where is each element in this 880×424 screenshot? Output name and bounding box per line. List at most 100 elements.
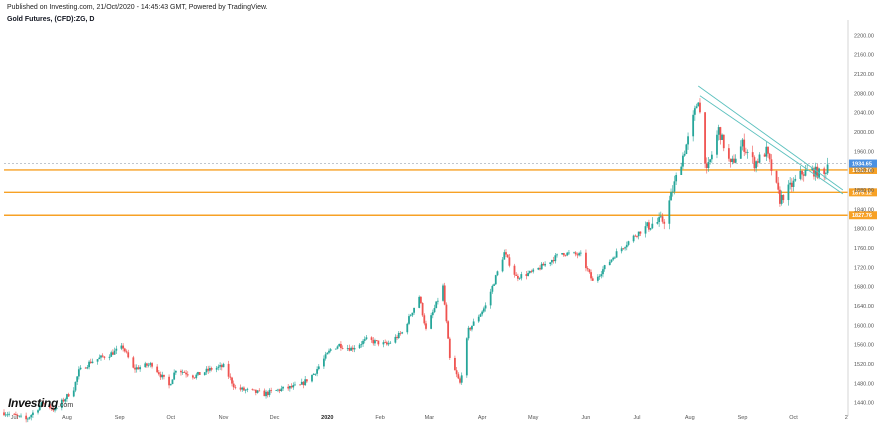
candle-body (123, 348, 126, 352)
candle-body (777, 182, 780, 190)
candle-body (465, 338, 468, 376)
candle-body (493, 284, 495, 286)
candle-body (814, 166, 817, 177)
candle-body (311, 374, 313, 382)
candle-body (77, 369, 80, 377)
candle-body (263, 390, 266, 397)
candle-body (103, 356, 106, 358)
candle-body (683, 154, 686, 156)
candle-body (326, 352, 329, 355)
x-tick-label: Oct (789, 415, 798, 421)
candle-body (180, 370, 182, 373)
candle-body (590, 272, 592, 279)
candle-body (600, 274, 603, 277)
candle-body (161, 374, 164, 378)
candle-body (767, 146, 769, 154)
candle-body (304, 379, 307, 386)
candle-body (615, 251, 618, 258)
y-tick-label: 2040.00 (854, 111, 874, 117)
x-tick-label: Oct (166, 415, 175, 421)
candle-body (779, 189, 781, 204)
candle-body (125, 351, 128, 353)
logo-sub-text: .com (57, 402, 74, 409)
y-tick-label: 1480.00 (854, 381, 874, 387)
candle-body (423, 315, 426, 324)
candle-body (823, 168, 826, 174)
candle-body (186, 374, 189, 376)
published-caption: Published on Investing.com, 21/Oct/2020 … (7, 4, 268, 11)
y-tick-label: 1960.00 (854, 149, 874, 155)
candle-body (100, 355, 102, 358)
candle-body (207, 368, 210, 371)
price-level-tag (849, 188, 877, 197)
candle-body (229, 376, 232, 378)
candle-body (231, 377, 233, 384)
candle-body (704, 112, 706, 164)
candle-body (30, 414, 33, 418)
y-tick-label: 2200.00 (854, 33, 874, 39)
candle-body (278, 389, 281, 392)
candle-body (705, 163, 708, 168)
candle-body (467, 327, 470, 339)
logo-main-text: Investing (8, 396, 58, 410)
candle-body (413, 307, 415, 313)
candle-body (549, 262, 552, 264)
candle-body (113, 350, 116, 355)
candle-body (353, 348, 356, 350)
candle-body (620, 248, 623, 252)
candle-body (137, 367, 140, 370)
candle-body (469, 327, 472, 330)
candle-body (699, 102, 701, 113)
candle-body (695, 106, 698, 109)
candle-body (197, 372, 199, 375)
candle-body (134, 367, 136, 370)
candle-body (234, 387, 237, 389)
candle-body (147, 364, 150, 366)
y-tick-label: 1720.00 (854, 265, 874, 271)
y-tick-label: 2000.00 (854, 130, 874, 136)
candle-body (16, 415, 19, 416)
candle-body (4, 414, 7, 416)
candle-body (552, 260, 555, 262)
candle-body (763, 154, 766, 157)
current-price-tag (849, 159, 877, 168)
candle-body (316, 369, 318, 374)
candle-body (574, 252, 577, 255)
candle-body (243, 387, 245, 391)
candle-body (751, 152, 754, 158)
candle-body (562, 253, 565, 256)
x-tick-label: Aug (62, 415, 72, 421)
candle-body (350, 347, 353, 351)
candle-body (585, 252, 587, 269)
candle-body (756, 161, 759, 163)
candle-body (455, 370, 458, 375)
candle-body (52, 408, 55, 411)
candle-body (49, 403, 51, 409)
candle-body (163, 374, 165, 377)
trendline (699, 95, 844, 195)
candle-body (624, 247, 626, 249)
candle-body (183, 371, 186, 373)
y-tick-label: 1560.00 (854, 343, 874, 349)
candle-body (568, 252, 570, 254)
candle-body (251, 388, 254, 390)
candle-body (539, 267, 541, 270)
candle-body (419, 296, 422, 303)
candle-body (421, 302, 424, 316)
candle-body (28, 417, 31, 419)
candle-body (112, 352, 114, 355)
candle-body (132, 357, 135, 368)
candle-body (411, 312, 414, 316)
candle-body (745, 151, 747, 153)
candle-body (299, 384, 301, 386)
candle-body (8, 413, 11, 415)
x-tick-label: Mar (425, 415, 435, 421)
candle-body (525, 274, 528, 276)
candle-body (680, 166, 683, 175)
candle-body (636, 236, 638, 237)
candle-body (300, 381, 303, 385)
candle-body (506, 254, 509, 258)
x-tick-label: Jul (633, 415, 640, 421)
candle-body (586, 268, 589, 270)
price-level-label: 1921.38 (852, 168, 872, 174)
